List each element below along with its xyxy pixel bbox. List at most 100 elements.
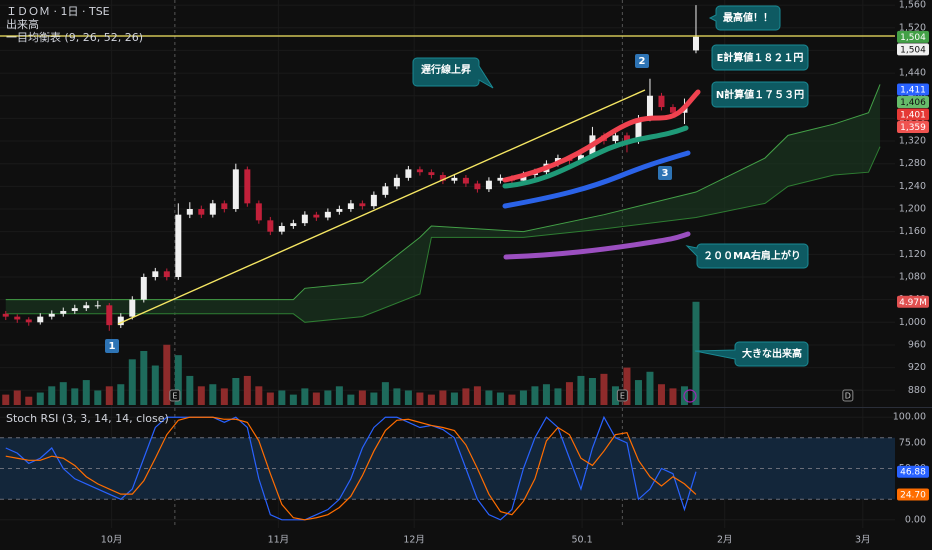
cloud-fill [5,84,881,323]
volume-bar [381,382,389,405]
annotation-text: N計算値１７５３円 [716,88,804,101]
event-label: E [620,392,625,401]
candle-body [416,169,423,173]
annotation-text: 最高値！！ [723,11,773,24]
volume-bar [416,392,424,405]
volume-bar [404,390,412,405]
ma-stroke-purple [503,231,691,260]
event-label: E [172,392,177,401]
volume-bar [197,386,205,405]
annotation-text: 遅行線上昇 [421,63,471,76]
y-tick-label: 1,080 [899,271,926,282]
axis-value-label: 1,411 [900,85,926,95]
pane-separator [0,407,932,408]
volume-bar [209,384,217,405]
volume-bar [255,386,263,405]
volume-bar [508,394,516,405]
volume-bar [393,388,401,405]
annotation-text: ２００MA右肩上がり [703,249,801,262]
event-marker [616,389,628,402]
point-badge [105,339,119,353]
volume-bar [600,373,608,405]
callout-box [711,44,809,71]
x-tick-label: 11月 [268,535,290,546]
y-tick-label: 1,120 [899,249,926,260]
y-tick-label: 1,160 [899,226,926,237]
y-tick-label: 1,280 [899,158,926,169]
volume-bar [358,390,366,405]
candle-body [474,183,481,190]
volume-bar [324,390,332,405]
volume-bar [565,382,573,405]
candle-body [623,135,630,142]
drawings [0,35,895,403]
axes: 10月11月12月50.12月3月8809209601,0001,0401,08… [101,0,929,546]
point-label: 3 [662,168,669,179]
volume-bar [473,386,481,405]
candle-body [462,177,469,184]
candle-body [290,223,297,227]
volume-bar [496,392,504,405]
candle-body [359,203,366,207]
candle-body [209,203,216,215]
volume-bar [692,301,700,405]
x-tick-label: 2月 [717,535,733,546]
y-tick-label: 0.00 [905,514,926,525]
stoch-title: Stoch RSI (3, 3, 14, 14, close) [6,412,169,425]
y-tick-label: 880 [908,385,926,396]
volume-bar [312,392,320,405]
candle-body [405,169,412,178]
volume-title: 出来高 [6,17,39,31]
candle-body [117,316,124,326]
volume-bar [485,390,493,405]
callout-box [711,81,809,108]
volume-bar [13,390,21,405]
volume-bar [243,375,251,405]
callout-box [708,5,781,31]
candle-body [393,177,400,187]
volume-bar [611,386,619,405]
volume-bar [220,388,228,405]
candle-body [232,169,239,210]
axis-value-label: 1,504 [900,45,926,55]
candle-body [278,226,285,232]
candle-body [658,95,665,108]
candle-body [646,95,653,119]
y-tick-label: 75.00 [899,437,926,448]
x-tick-label: 3月 [855,535,871,546]
volume-bar [94,390,102,405]
volume-bar [634,380,642,405]
volume-bar [588,378,596,405]
volume-bar [657,384,665,405]
volume-bar [163,344,171,405]
axis-value-label: 46.88 [900,468,926,478]
candle-body [324,211,331,218]
candle-body [692,36,699,51]
volume-bar [462,388,470,405]
y-tick-label: 1,000 [899,317,926,328]
volume-bar [105,386,113,405]
volume-bar [542,384,550,405]
volume-bar [289,394,297,405]
volume-bar [117,384,125,405]
candle-body [186,209,193,215]
indicator-title: 一目均衡表 (9, 26, 52, 26) [6,30,143,44]
volume-bar [347,394,355,405]
y-tick-label: 1,560 [899,0,926,11]
annotations: 最高値！！ E計算値１８２１円 N計算値１７５３円 遅行線上昇 ２００MA右肩上… [105,5,809,367]
volume-bar [59,382,67,405]
candle-body [485,180,492,190]
y-tick-label: 1,440 [899,68,926,79]
candle-body [301,214,308,224]
volume-bar [232,378,240,405]
event-label: D [845,392,851,401]
candle-body [520,175,527,181]
candle-body [669,107,676,113]
volume-bar [669,388,677,405]
volume-bar [36,392,44,405]
y-tick-label: 100.00 [893,412,926,423]
candle-body [451,177,458,181]
stoch-line [5,416,697,521]
